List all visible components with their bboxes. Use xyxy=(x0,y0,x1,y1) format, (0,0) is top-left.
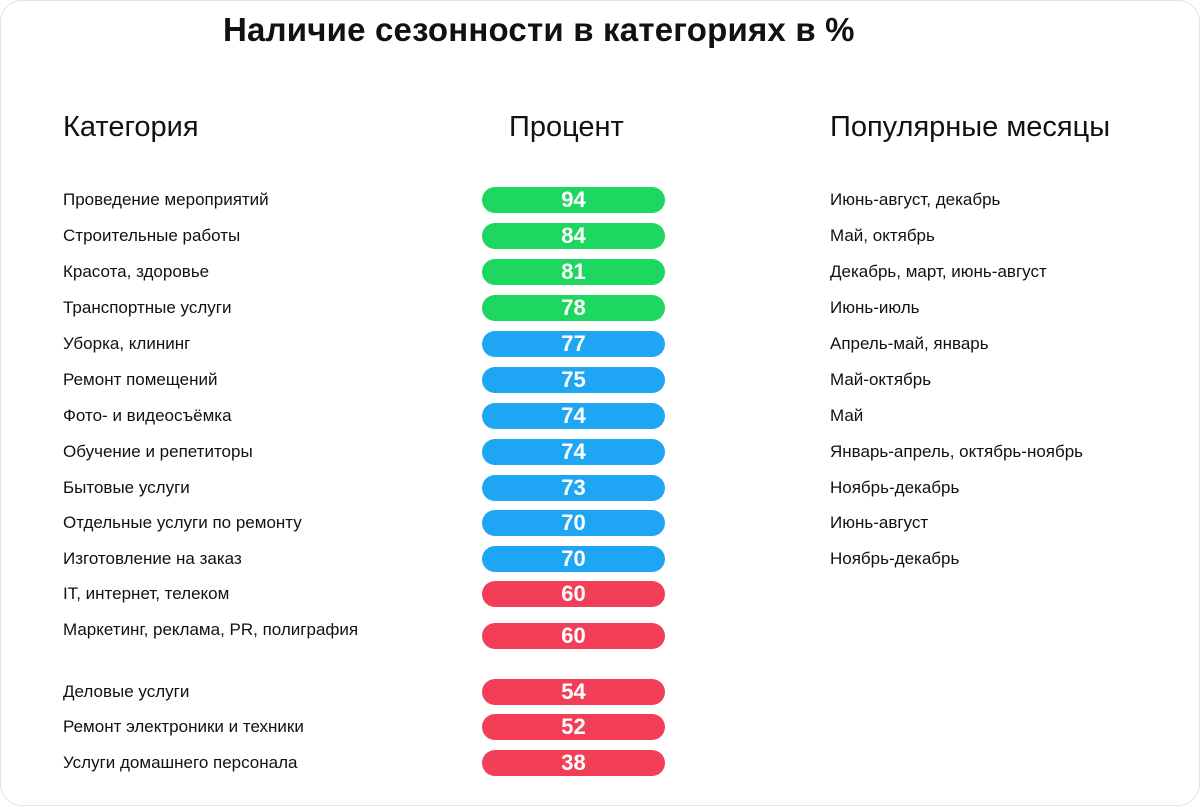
popular-months-label: Ноябрь-декабрь xyxy=(830,478,960,497)
category-label: Уборка, клининг xyxy=(63,334,191,353)
percent-bar: 60 xyxy=(482,623,665,649)
popular-months-label: Ноябрь-декабрь xyxy=(830,549,960,568)
percent-bar: 75 xyxy=(482,367,665,393)
percent-bar: 70 xyxy=(482,510,665,536)
category-label: Изготовление на заказ xyxy=(63,549,242,568)
category-label: Красота, здоровье xyxy=(63,262,210,281)
category-label: Бытовые услуги xyxy=(63,478,190,497)
popular-months-label: Май, октябрь xyxy=(830,226,935,245)
percent-bar: 52 xyxy=(482,714,665,740)
popular-months-label: Июнь-июль xyxy=(830,298,920,317)
percent-bar: 84 xyxy=(482,223,665,249)
category-label: Обучение и репетиторы xyxy=(63,442,253,461)
category-label: Услуги домашнего персонала xyxy=(63,753,298,772)
popular-months-label: Май-октябрь xyxy=(830,370,932,389)
percent-bar: 38 xyxy=(482,750,665,776)
popular-months-label: Январь-апрель, октябрь-ноябрь xyxy=(830,442,1084,461)
percent-bar: 77 xyxy=(482,331,665,357)
category-label: Деловые услуги xyxy=(63,682,190,701)
popular-months-label: Июнь-август, декабрь xyxy=(830,190,1001,209)
category-label: Отдельные услуги по ремонту xyxy=(63,513,302,532)
popular-months-label: Декабрь, март, июнь-август xyxy=(830,262,1047,281)
popular-months-label: Июнь-август xyxy=(830,513,929,532)
percent-bar: 70 xyxy=(482,546,665,572)
category-label: Фото- и видеосъёмка xyxy=(63,406,232,425)
category-label: Транспортные услуги xyxy=(63,298,232,317)
category-label: IT, интернет, телеком xyxy=(63,584,230,603)
percent-bar: 74 xyxy=(482,403,665,429)
column-header-months: Популярные месяцы xyxy=(830,111,1111,143)
category-label: Ремонт электроники и техники xyxy=(63,717,304,736)
percent-bar: 94 xyxy=(482,187,665,213)
category-label: Строительные работы xyxy=(63,226,241,245)
percent-bar: 73 xyxy=(482,475,665,501)
page-title: Наличие сезонности в категориях в % xyxy=(223,11,855,48)
category-label: Ремонт помещений xyxy=(63,370,218,389)
popular-months-label: Май xyxy=(830,406,864,425)
popular-months-label: Апрель-май, январь xyxy=(830,334,989,353)
percent-bar: 54 xyxy=(482,679,665,705)
percent-bar: 74 xyxy=(482,439,665,465)
percent-bar: 60 xyxy=(482,581,665,607)
percent-bar: 78 xyxy=(482,295,665,321)
category-label: Проведение мероприятий xyxy=(63,190,269,209)
category-label: Маркетинг, реклама, PR, полиграфия xyxy=(63,620,359,639)
column-header-category: Категория xyxy=(63,111,199,143)
column-header-percent: Процент xyxy=(509,111,624,143)
percent-bar: 81 xyxy=(482,259,665,285)
